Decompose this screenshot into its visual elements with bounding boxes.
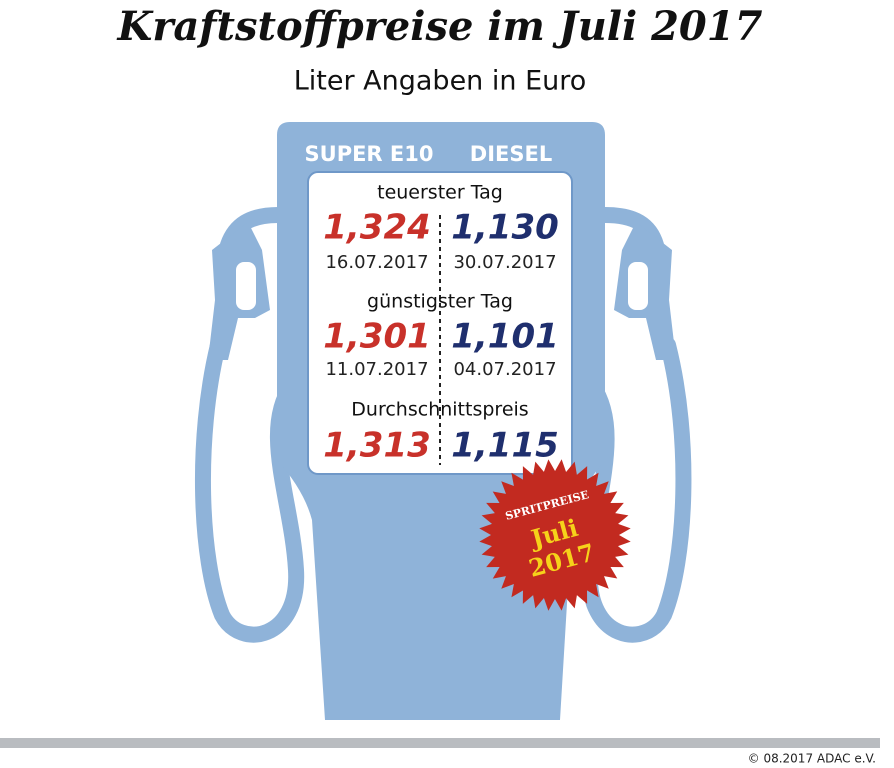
footer-bar bbox=[0, 738, 880, 748]
price: 1,115 bbox=[451, 426, 559, 466]
column-header: SUPER E10 bbox=[305, 142, 434, 166]
subtitle: Liter Angaben in Euro bbox=[294, 66, 587, 97]
price: 1,313 bbox=[323, 426, 431, 466]
badge-star bbox=[479, 459, 631, 611]
column-header: DIESEL bbox=[470, 142, 552, 166]
date: 30.07.2017 bbox=[453, 252, 556, 273]
copyright: © 08.2017 ADAC e.V. bbox=[748, 752, 876, 766]
date: 11.07.2017 bbox=[325, 359, 428, 380]
title: Kraftstoffpreise im Juli 2017 bbox=[117, 3, 763, 50]
price: 1,130 bbox=[451, 208, 559, 248]
date: 16.07.2017 bbox=[325, 252, 428, 273]
section-label: teuerster Tag bbox=[377, 182, 503, 204]
date: 04.07.2017 bbox=[453, 359, 556, 380]
section-label: günstigster Tag bbox=[367, 291, 513, 313]
price: 1,101 bbox=[451, 317, 559, 357]
pump-nozzles bbox=[208, 222, 676, 360]
price: 1,324 bbox=[323, 208, 431, 248]
price: 1,301 bbox=[323, 317, 431, 357]
badge: SPRITPREISE Juli 2017 bbox=[479, 459, 631, 611]
section-label: Durchschnittspreis bbox=[351, 399, 528, 421]
